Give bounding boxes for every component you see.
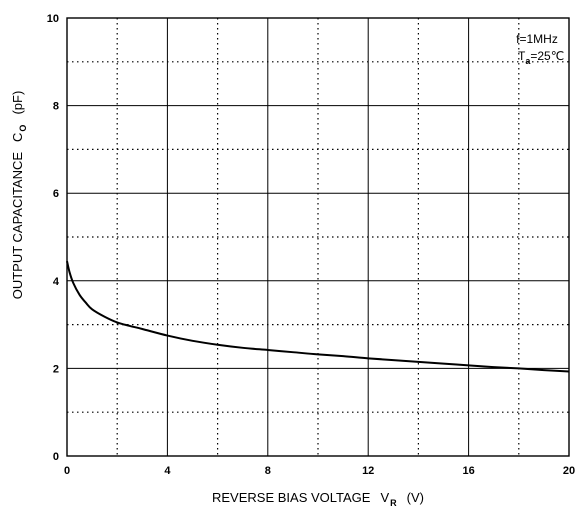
- y-tick-label: 8: [53, 101, 59, 113]
- x-tick-label: 4: [164, 465, 171, 477]
- x-tick-label: 8: [265, 465, 271, 477]
- y-tick-label: 10: [47, 13, 59, 25]
- y-tick-label: 6: [53, 188, 59, 200]
- y-tick-label: 0: [53, 451, 59, 463]
- y-tick-label: 4: [53, 276, 60, 288]
- y-tick-label: 2: [53, 363, 59, 375]
- grid: [67, 18, 569, 456]
- x-tick-label: 20: [563, 465, 575, 477]
- capacitance-curve: [66, 260, 570, 373]
- x-tick-labels: 0 4 8 12 16 20: [64, 465, 575, 477]
- y-axis-label: OUTPUT CAPACITANCECO(pF): [10, 91, 28, 300]
- plot-area-border: [66, 17, 570, 457]
- x-tick-label: 0: [64, 465, 70, 477]
- x-axis-label: REVERSE BIAS VOLTAGE VR (V): [212, 490, 424, 508]
- annotation-frequency: f=1MHz: [516, 32, 558, 46]
- x-tick-label: 16: [462, 465, 474, 477]
- annotation-temperature: Ta=25℃: [518, 49, 564, 66]
- x-tick-label: 12: [362, 465, 374, 477]
- y-tick-labels: 0 2 4 6 8 10: [47, 13, 60, 463]
